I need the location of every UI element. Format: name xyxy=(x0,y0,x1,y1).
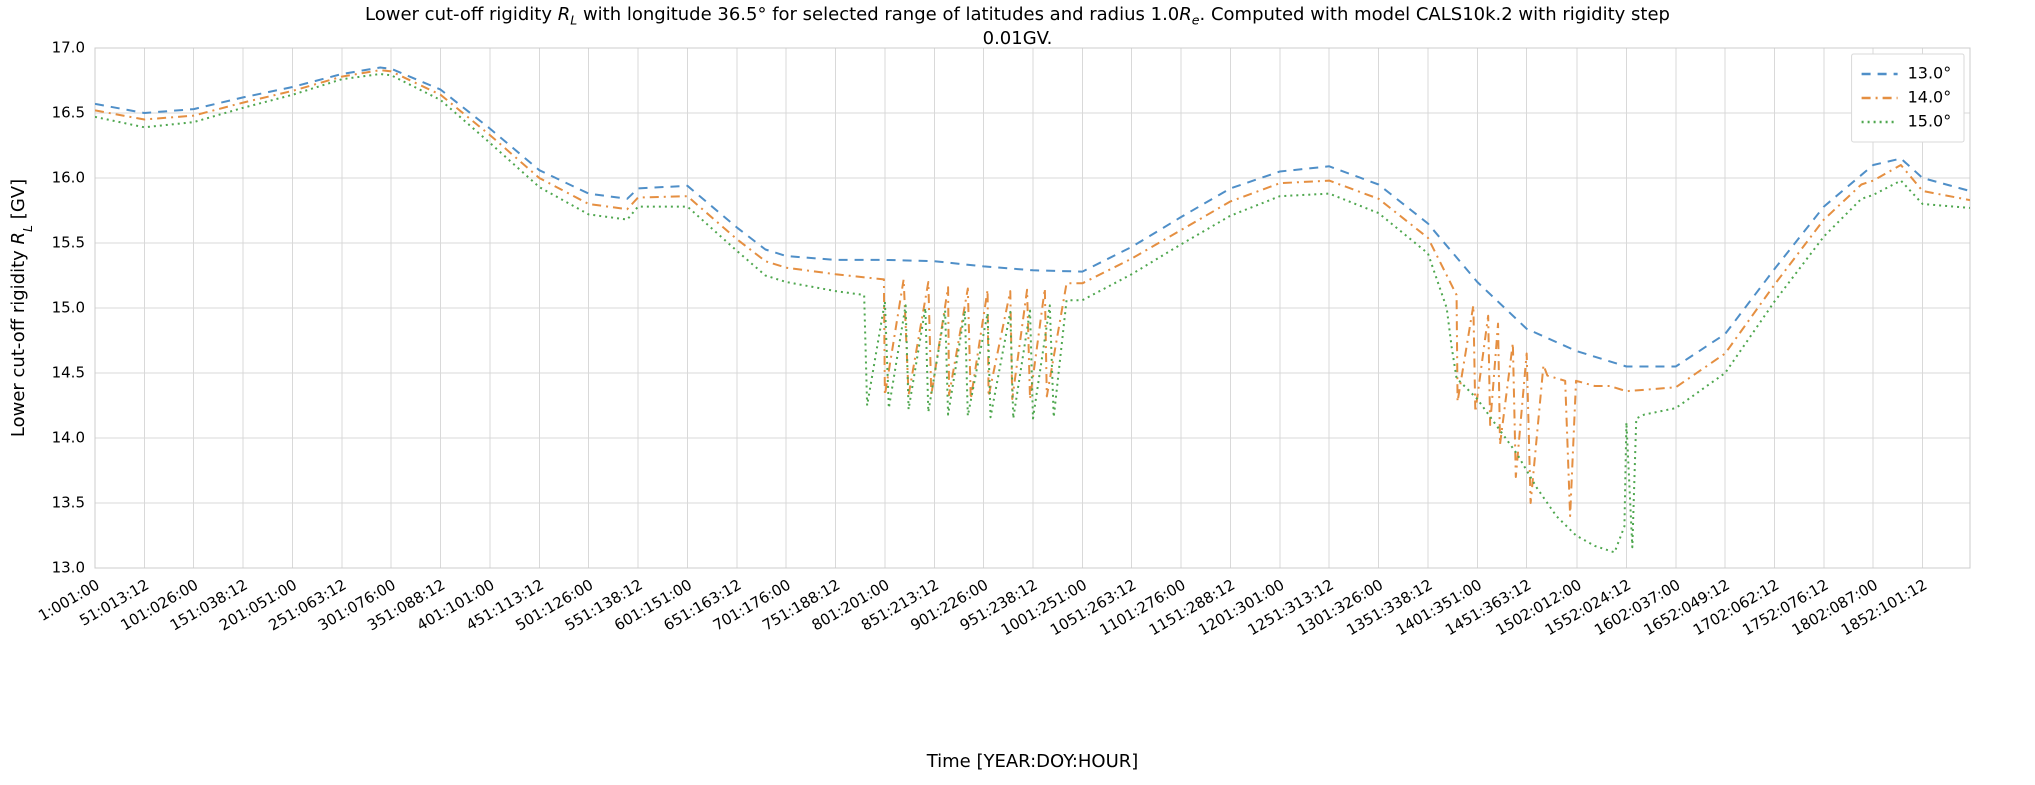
chart-container: Lower cut-off rigidity RL with longitude… xyxy=(0,0,2035,785)
x-axis-label: Time [YEAR:DOY:HOUR] xyxy=(926,751,1139,772)
y-tick-label: 16.5 xyxy=(52,104,85,122)
y-tick-label: 15.0 xyxy=(52,299,85,317)
y-axis-label: Lower cut-off rigidity RL [GV] xyxy=(8,179,35,437)
legend-label-0: 13.0° xyxy=(1908,64,1952,83)
y-tick-label: 17.0 xyxy=(52,39,85,57)
y-tick-label: 13.5 xyxy=(52,494,85,512)
y-tick-label: 14.5 xyxy=(52,364,85,382)
y-tick-label: 13.0 xyxy=(52,559,85,577)
legend-label-1: 14.0° xyxy=(1908,88,1952,107)
y-tick-label: 15.5 xyxy=(52,234,85,252)
y-tick-label: 14.0 xyxy=(52,429,85,447)
legend: 13.0° 14.0° 15.0° xyxy=(1852,54,1964,142)
plot-area: 13.013.514.014.515.015.516.016.517.01:00… xyxy=(0,0,2035,785)
legend-label-2: 15.0° xyxy=(1908,112,1952,131)
y-tick-label: 16.0 xyxy=(52,169,85,187)
